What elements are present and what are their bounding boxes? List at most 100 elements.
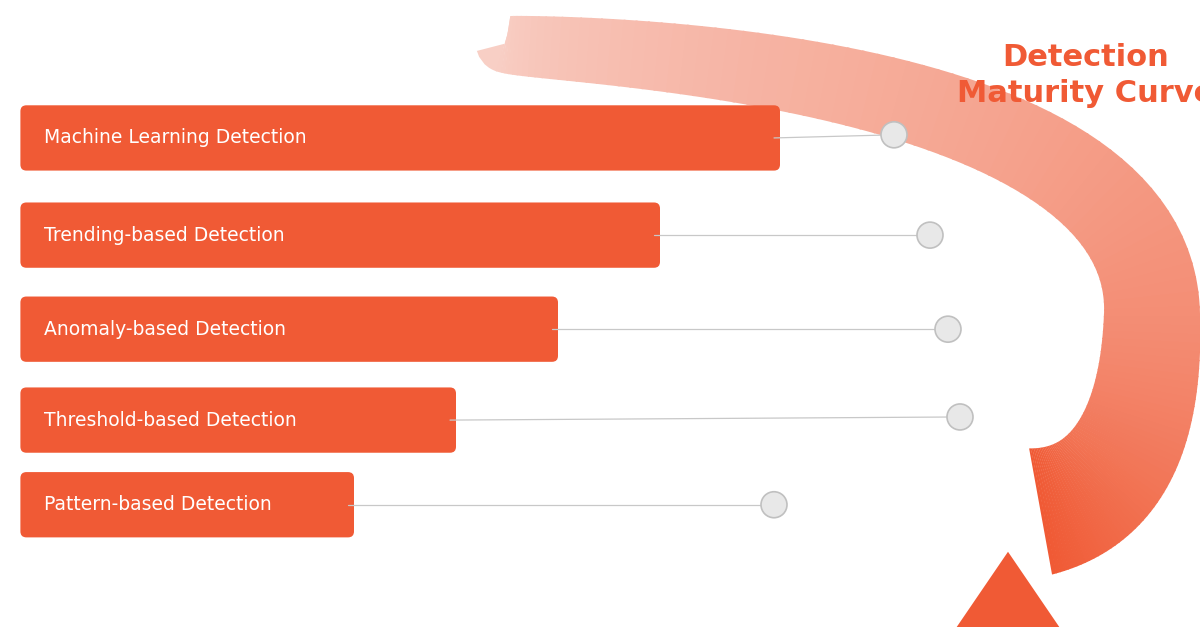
Polygon shape: [1079, 418, 1178, 472]
Polygon shape: [913, 69, 954, 150]
Polygon shape: [732, 31, 760, 105]
Polygon shape: [502, 16, 511, 73]
Polygon shape: [550, 16, 563, 80]
Polygon shape: [476, 17, 532, 71]
Polygon shape: [1091, 389, 1193, 421]
Polygon shape: [1103, 316, 1200, 327]
Polygon shape: [965, 88, 1012, 171]
Polygon shape: [1034, 448, 1069, 571]
Polygon shape: [1067, 434, 1158, 507]
Polygon shape: [817, 45, 850, 122]
Polygon shape: [1046, 446, 1103, 557]
Polygon shape: [1097, 234, 1188, 280]
Polygon shape: [934, 552, 1084, 627]
Polygon shape: [1073, 426, 1170, 488]
Polygon shape: [1081, 187, 1162, 253]
Polygon shape: [1031, 448, 1061, 574]
Polygon shape: [1020, 119, 1076, 199]
Polygon shape: [1051, 444, 1120, 545]
Polygon shape: [830, 47, 865, 126]
Polygon shape: [1090, 394, 1192, 428]
Polygon shape: [629, 21, 650, 89]
Polygon shape: [1030, 125, 1088, 206]
Polygon shape: [1103, 331, 1200, 345]
Polygon shape: [522, 16, 533, 77]
Polygon shape: [534, 16, 547, 78]
Polygon shape: [1036, 448, 1073, 570]
Polygon shape: [586, 18, 602, 84]
Polygon shape: [1102, 338, 1200, 353]
Polygon shape: [1085, 406, 1187, 448]
Polygon shape: [1009, 112, 1064, 194]
Polygon shape: [1054, 443, 1124, 543]
Polygon shape: [845, 50, 880, 130]
Polygon shape: [988, 99, 1038, 182]
Polygon shape: [508, 16, 517, 75]
Polygon shape: [1104, 306, 1200, 318]
Polygon shape: [1080, 416, 1181, 465]
FancyBboxPatch shape: [20, 105, 780, 171]
Polygon shape: [1098, 363, 1199, 385]
Polygon shape: [496, 16, 514, 73]
Polygon shape: [719, 29, 745, 103]
Circle shape: [947, 404, 973, 430]
Circle shape: [881, 122, 907, 148]
Polygon shape: [1097, 369, 1198, 393]
Circle shape: [917, 222, 943, 248]
Polygon shape: [576, 18, 593, 83]
Polygon shape: [1100, 345, 1200, 361]
Polygon shape: [528, 16, 540, 78]
Polygon shape: [1030, 448, 1057, 574]
Polygon shape: [1086, 198, 1169, 260]
Polygon shape: [1069, 167, 1144, 239]
Polygon shape: [1099, 248, 1193, 288]
Polygon shape: [1076, 421, 1176, 477]
Polygon shape: [926, 73, 968, 155]
Polygon shape: [1039, 133, 1100, 213]
Polygon shape: [900, 65, 940, 146]
Polygon shape: [1094, 379, 1196, 407]
Polygon shape: [1042, 447, 1090, 563]
Text: Pattern-based Detection: Pattern-based Detection: [44, 495, 272, 514]
Text: Anomaly-based Detection: Anomaly-based Detection: [44, 320, 287, 339]
Polygon shape: [1062, 438, 1147, 520]
Polygon shape: [512, 16, 522, 75]
Polygon shape: [746, 33, 774, 108]
FancyBboxPatch shape: [20, 472, 354, 537]
Polygon shape: [1063, 436, 1151, 517]
Polygon shape: [1038, 448, 1081, 567]
Polygon shape: [692, 26, 716, 98]
Polygon shape: [1043, 447, 1094, 561]
Circle shape: [761, 492, 787, 518]
Circle shape: [935, 316, 961, 342]
Polygon shape: [1088, 398, 1190, 435]
Polygon shape: [788, 39, 820, 116]
Polygon shape: [1040, 448, 1086, 565]
Polygon shape: [1103, 276, 1199, 303]
Polygon shape: [1060, 440, 1140, 529]
Polygon shape: [1048, 141, 1112, 219]
Polygon shape: [1072, 428, 1168, 493]
Polygon shape: [887, 61, 925, 142]
Polygon shape: [706, 28, 731, 100]
FancyBboxPatch shape: [20, 297, 558, 362]
Polygon shape: [1068, 432, 1162, 503]
Polygon shape: [1075, 424, 1174, 482]
Polygon shape: [558, 17, 572, 81]
Polygon shape: [1099, 351, 1200, 369]
Polygon shape: [517, 16, 527, 76]
Text: Detection
Maturity Curve: Detection Maturity Curve: [958, 43, 1200, 108]
Polygon shape: [940, 78, 983, 161]
Polygon shape: [977, 93, 1025, 176]
Polygon shape: [1096, 374, 1196, 400]
Polygon shape: [1048, 446, 1108, 554]
Polygon shape: [505, 16, 514, 74]
Polygon shape: [607, 19, 625, 87]
Polygon shape: [1084, 409, 1184, 453]
FancyBboxPatch shape: [20, 387, 456, 453]
Polygon shape: [1070, 430, 1164, 498]
Polygon shape: [1057, 441, 1136, 532]
Polygon shape: [1044, 446, 1099, 559]
Polygon shape: [1055, 149, 1123, 226]
Polygon shape: [618, 19, 637, 88]
